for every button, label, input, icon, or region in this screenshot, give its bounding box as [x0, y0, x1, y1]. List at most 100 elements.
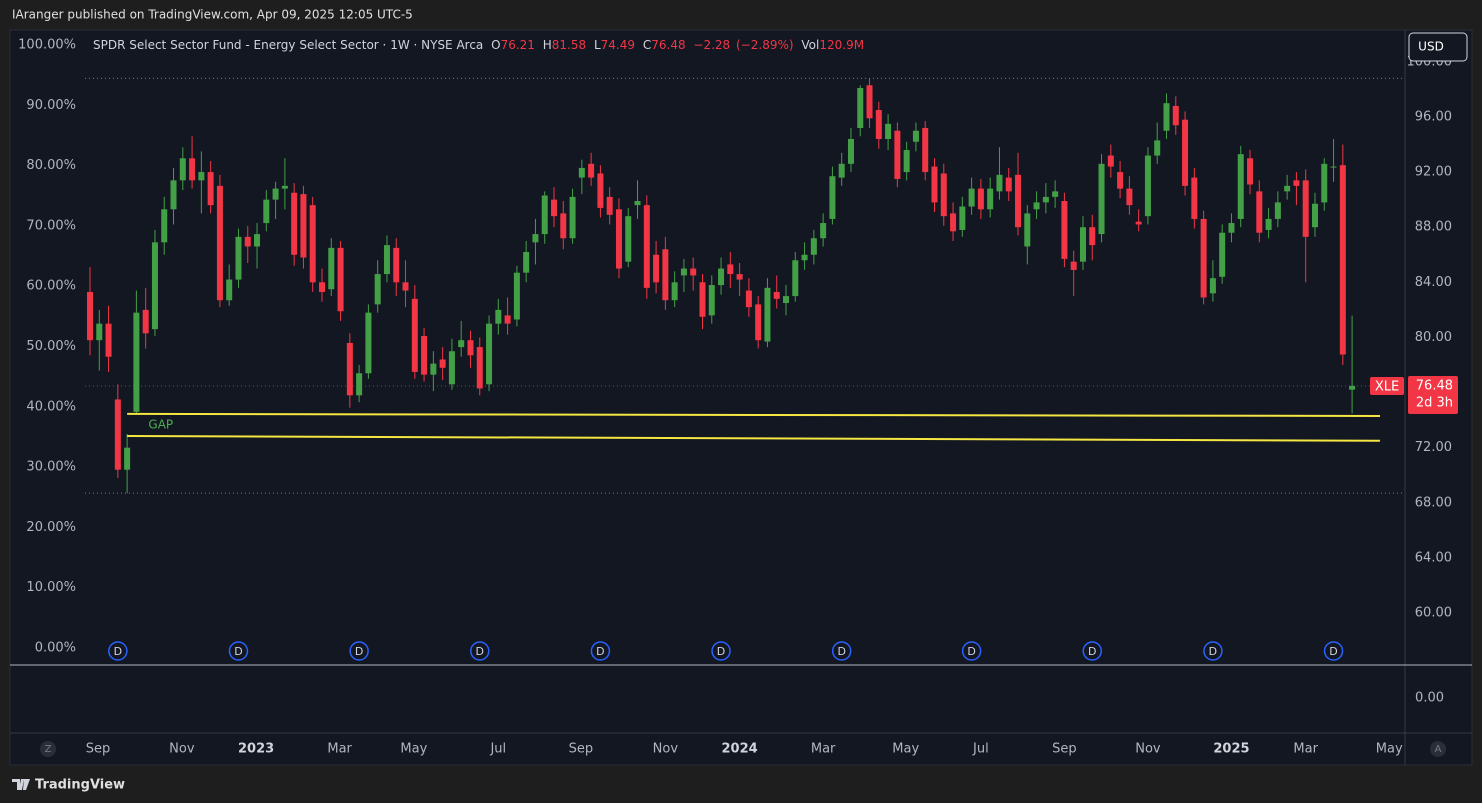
dividend-marker[interactable]: [590, 641, 611, 661]
scale-button-label[interactable]: A: [1435, 744, 1442, 755]
currency-label[interactable]: USD: [1418, 40, 1444, 54]
percent-tick-label: 60.00%: [26, 279, 76, 294]
dividend-label[interactable]: D: [837, 645, 845, 658]
candle-body: [597, 173, 604, 208]
dividend-label[interactable]: D: [476, 645, 484, 658]
dividend-marker[interactable]: [711, 641, 731, 661]
candle-body: [1005, 177, 1012, 192]
candle-body: [263, 199, 270, 224]
symbol-tag-label: XLE: [1375, 379, 1399, 394]
dividend-label[interactable]: D: [1209, 645, 1217, 658]
dividend-marker[interactable]: [470, 641, 490, 661]
candle-body: [254, 234, 261, 247]
scale-button[interactable]: [40, 741, 56, 757]
percent-tick-label: 40.00%: [26, 399, 76, 414]
candle-body: [922, 127, 929, 173]
time-tick-label: May: [400, 742, 427, 757]
time-tick-label: Mar: [327, 742, 352, 757]
time-tick-label: Sep: [1052, 742, 1077, 757]
candle-body: [1209, 278, 1216, 294]
dividend-label[interactable]: D: [717, 645, 725, 658]
percent-tick-label: 70.00%: [26, 218, 76, 233]
candle-body: [532, 234, 539, 243]
candle-body: [337, 247, 344, 312]
dividend-marker[interactable]: [1203, 641, 1223, 661]
candle-body: [328, 247, 335, 290]
candle-body: [1024, 213, 1031, 247]
candle-body: [634, 201, 641, 206]
candle-body: [987, 188, 994, 210]
candle-body: [745, 290, 752, 308]
time-tick-label: Jul: [972, 742, 989, 757]
candle-body: [504, 315, 511, 324]
candle-body: [977, 188, 984, 210]
logo-icon: [12, 779, 30, 790]
legend-change-pct: (−2.89%): [736, 38, 794, 52]
candle-body: [783, 296, 790, 303]
percent-tick-label: 50.00%: [26, 339, 76, 354]
candle-body: [847, 139, 854, 164]
candle-body: [1265, 218, 1272, 230]
candle-body: [690, 268, 697, 276]
footer-logo: TradingView: [12, 778, 125, 793]
candle-body: [476, 347, 483, 389]
candle-body: [411, 298, 418, 372]
candle-body: [1284, 185, 1291, 192]
scale-button[interactable]: [1430, 741, 1446, 757]
candle-body: [1163, 103, 1170, 131]
scale-button-label[interactable]: Z: [45, 744, 52, 755]
price-tick-label: 72.00: [1415, 440, 1452, 455]
candle-body: [319, 282, 326, 292]
candle-body: [1191, 177, 1198, 219]
candle-body: [161, 209, 168, 243]
dividend-marker[interactable]: [349, 641, 369, 661]
currency-box[interactable]: [1408, 32, 1468, 62]
candle-body: [467, 340, 474, 356]
time-tick-label: Nov: [1135, 742, 1161, 757]
countdown-label: 2d 3h: [1416, 395, 1453, 410]
dividend-marker[interactable]: [108, 641, 128, 661]
candle-body: [365, 312, 372, 374]
dividend-marker[interactable]: [228, 641, 249, 661]
candle-body: [615, 209, 622, 269]
price-tick-label: 60.00: [1415, 606, 1452, 621]
candle-body: [875, 110, 882, 140]
candle-body: [486, 323, 493, 385]
candle-body: [356, 373, 363, 396]
dividend-marker[interactable]: [831, 641, 852, 661]
dividend-label[interactable]: D: [1329, 645, 1337, 658]
candle-body: [1117, 172, 1124, 189]
dividend-marker[interactable]: [1082, 641, 1103, 661]
currency-button[interactable]: USD: [1408, 32, 1468, 62]
percent-tick-label: 10.00%: [26, 580, 76, 595]
legend-title: SPDR Select Sector Fund - Energy Select …: [93, 38, 483, 52]
dividend-label[interactable]: D: [1088, 645, 1096, 658]
candle-body: [857, 88, 864, 128]
candle-body: [885, 123, 892, 140]
time-tick-label: 2023: [238, 742, 274, 757]
candle-body: [207, 172, 214, 206]
candle-body: [680, 268, 687, 276]
dividend-label[interactable]: D: [114, 645, 122, 658]
dividend-label[interactable]: D: [355, 645, 363, 658]
candle-body: [699, 282, 706, 317]
candle-body: [560, 213, 567, 239]
candle-body: [189, 158, 196, 181]
symbol-tag: [1370, 376, 1404, 395]
candle-body: [718, 268, 725, 286]
price-tick-label: 96.00: [1415, 109, 1452, 124]
candle-body: [281, 185, 288, 189]
pane-tick-label: 0.00: [1415, 691, 1444, 706]
dividend-label[interactable]: D: [967, 645, 975, 658]
dividend-marker[interactable]: [961, 641, 982, 661]
candle-body: [1015, 174, 1022, 228]
candle-body: [1135, 221, 1142, 225]
candle-body: [244, 236, 251, 247]
dividend-marker[interactable]: [1323, 641, 1344, 661]
dividend-label[interactable]: D: [596, 645, 604, 658]
candle-body: [1256, 191, 1263, 233]
candle-body: [755, 304, 762, 341]
dividend-label[interactable]: D: [234, 645, 242, 658]
time-tick-label: 2024: [722, 742, 758, 757]
legend-letter: C: [643, 38, 651, 52]
